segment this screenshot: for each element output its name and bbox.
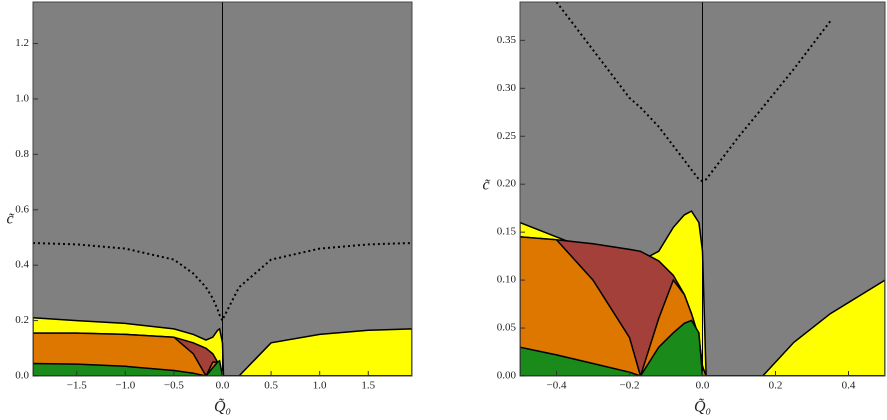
x-tick-label: −0.2	[620, 380, 640, 392]
y-tick-label: 0.6	[15, 203, 29, 215]
region	[520, 319, 885, 376]
y-tick-label: 0.4	[15, 259, 29, 271]
y-tick-label: 0.15	[497, 226, 517, 238]
y-tick-label: 0.2	[15, 314, 29, 326]
y-tick-label: 0.0	[15, 370, 29, 382]
x-tick-label: −1.5	[67, 380, 87, 392]
region	[33, 359, 412, 376]
y-tick-label: 1.2	[15, 37, 29, 49]
y-tick-label: 0.00	[497, 370, 517, 382]
dotted-curve	[555, 2, 832, 183]
x-tick-label: 0.4	[842, 380, 856, 392]
x-tick-label: 0.2	[769, 380, 783, 392]
y-tick-label: 0.8	[15, 148, 29, 160]
y-axis-label: c̃	[6, 211, 15, 228]
y-tick-label: 1.0	[15, 92, 29, 104]
x-tick-label: 1.5	[361, 380, 375, 392]
y-tick-label: 0.05	[497, 322, 517, 334]
x-tick-label: −0.4	[547, 380, 567, 392]
plot-area	[33, 2, 412, 376]
plot-area	[520, 2, 885, 376]
x-tick-label: 1.0	[313, 380, 327, 392]
y-tick-label: 0.25	[497, 130, 517, 142]
x-tick-label: −1.0	[115, 380, 135, 392]
x-axis-label: Q̃₀	[214, 398, 231, 416]
x-tick-label: 0.0	[216, 380, 230, 392]
dotted-curve	[33, 242, 412, 324]
x-axis-label: Q̃₀	[694, 398, 711, 416]
y-tick-label: 0.10	[497, 274, 517, 286]
x-tick-label: 0.5	[264, 380, 278, 392]
x-tick-label: −0.5	[164, 380, 184, 392]
y-tick-label: 0.20	[497, 178, 517, 190]
panel: −0.4 −0.2 0.0 0.2 0.4 0.00 0.05 0.10 0.15 0.20 0.2…	[482, 1, 886, 416]
y-tick-label: 0.35	[497, 34, 517, 46]
y-axis-label: c̃	[482, 177, 491, 194]
y-tick-label: 0.30	[497, 82, 517, 94]
panel: −1.5 −1.0 −0.5 0.0 0.5 1.0 1.5 0.0 0.2 0.4 0.6 0.8 1…	[6, 1, 413, 416]
x-tick-label: 0.0	[696, 380, 710, 392]
